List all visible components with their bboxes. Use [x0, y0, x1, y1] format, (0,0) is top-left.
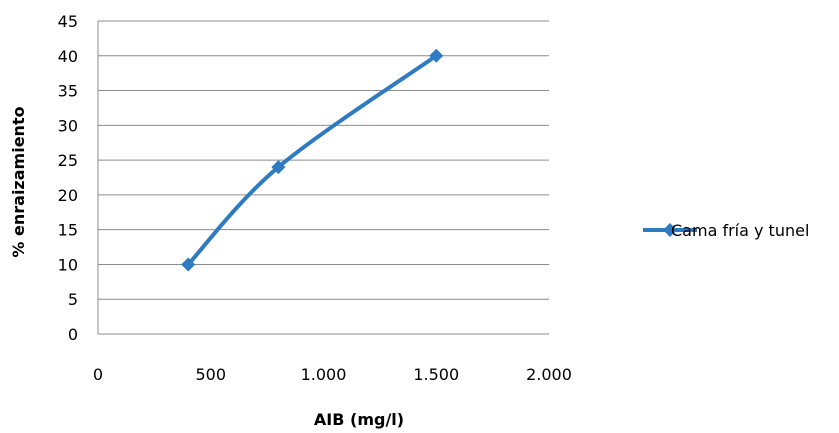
data-point-marker — [271, 160, 286, 175]
y-tick-label: 35 — [58, 82, 78, 101]
y-tick-label: 20 — [58, 186, 78, 205]
legend-label: Cama fría y tunel — [671, 221, 809, 240]
gridlines — [98, 20, 549, 300]
x-axis-title: AIB (mg/l) — [314, 410, 404, 429]
x-tick-label: 2.000 — [526, 365, 572, 384]
x-tick-labels: 0 500 1.000 1.500 2.000 — [93, 365, 572, 384]
x-tick-label: 500 — [195, 365, 226, 384]
y-tick-label: 0 — [68, 325, 78, 344]
y-tick-label: 15 — [58, 221, 78, 240]
y-tick-label: 5 — [68, 290, 78, 309]
series-group — [181, 48, 444, 272]
y-tick-label: 45 — [58, 12, 78, 31]
data-point-marker — [181, 257, 196, 272]
data-point-marker — [429, 48, 444, 63]
legend-marker-diamond — [663, 223, 677, 237]
x-tick-label: 1.000 — [301, 365, 347, 384]
y-tick-label: 25 — [58, 151, 78, 170]
y-tick-label: 30 — [58, 116, 78, 135]
axes — [97, 21, 549, 335]
y-axis-title: % enraizamiento — [9, 106, 28, 257]
y-tick-label: 10 — [58, 255, 78, 274]
y-tick-label: 40 — [58, 47, 78, 66]
legend: Cama fría y tunel — [643, 221, 809, 240]
x-tick-label: 0 — [93, 365, 103, 384]
x-tick-label: 1.500 — [413, 365, 459, 384]
y-tick-labels: 0 5 10 15 20 25 30 35 40 45 — [58, 12, 78, 344]
